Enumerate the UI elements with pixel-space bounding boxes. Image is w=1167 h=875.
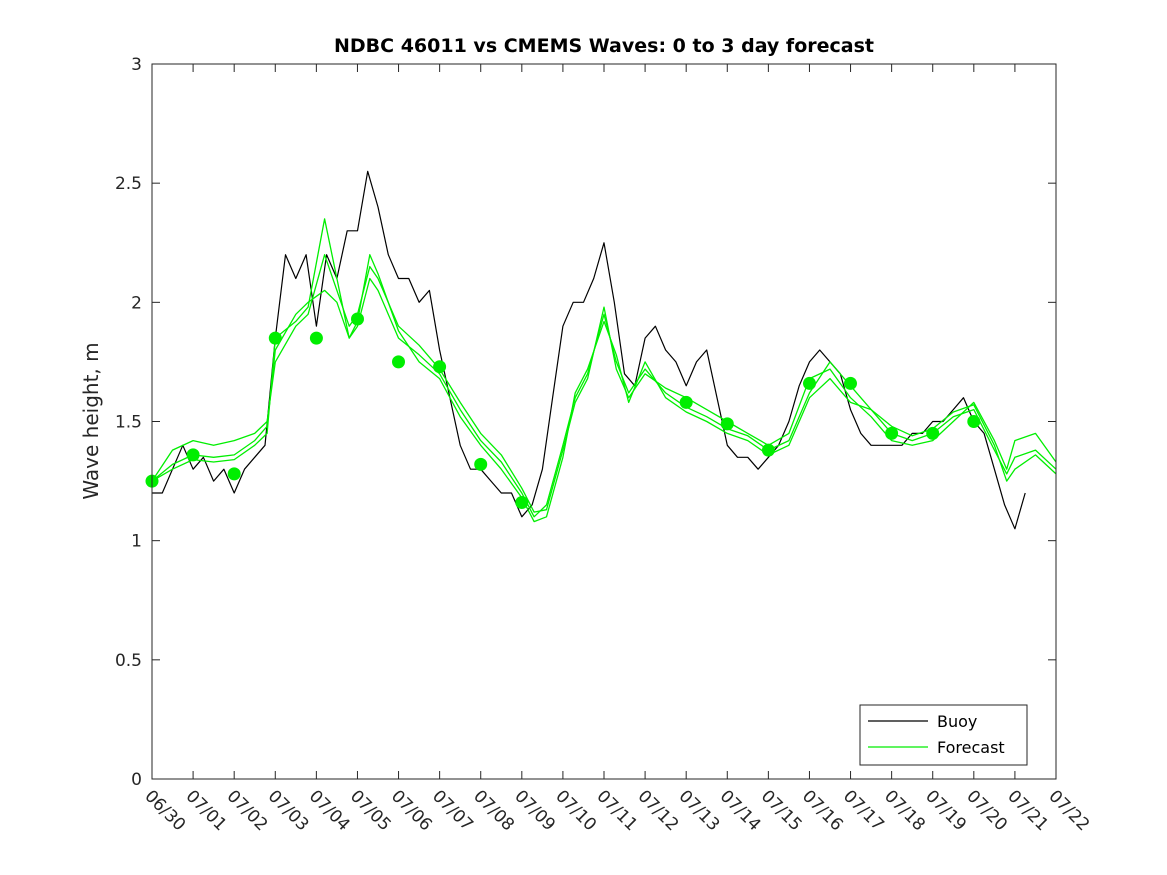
- chart-title: NDBC 46011 vs CMEMS Waves: 0 to 3 day fo…: [334, 35, 874, 57]
- x-tick-label: 07/14: [716, 786, 765, 835]
- legend-label-forecast: Forecast: [937, 738, 1005, 757]
- forecast-marker: [761, 443, 775, 457]
- forecast-marker: [392, 355, 405, 369]
- forecast-marker: [433, 360, 447, 374]
- forecast-marker: [186, 448, 200, 462]
- y-tick-label: 1.5: [115, 413, 142, 433]
- x-tick-label: 07/16: [798, 786, 847, 835]
- x-tick-label: 07/05: [346, 786, 395, 835]
- forecast-marker: [351, 312, 364, 326]
- y-axis-label: Wave height, m: [79, 342, 103, 499]
- forecast-marker: [720, 417, 734, 431]
- x-tick-label: 07/08: [469, 786, 518, 835]
- x-tick-label: 07/17: [839, 786, 888, 835]
- series-layer: [151, 170, 1057, 530]
- forecast-marker: [474, 457, 488, 471]
- forecast-marker: [679, 395, 693, 409]
- forecast-marker: [515, 496, 529, 509]
- series-line-forecast-run-3: [151, 218, 1057, 523]
- y-tick-label: 2.5: [115, 174, 142, 194]
- forecast-marker: [803, 376, 816, 390]
- x-tick-label: 07/04: [305, 786, 354, 835]
- x-tick-label: 07/09: [510, 786, 559, 835]
- x-tick-label: 07/01: [182, 786, 231, 835]
- marker-layer: [145, 312, 981, 509]
- forecast-marker: [926, 426, 940, 440]
- x-tick-label: 07/20: [962, 786, 1011, 835]
- y-tick-label: 0: [131, 770, 142, 790]
- x-tick-label: 07/10: [551, 786, 600, 835]
- x-tick-label: 07/22: [1044, 786, 1093, 835]
- series-line-forecast-run-2: [151, 254, 1057, 513]
- x-tick-label: 07/18: [880, 786, 929, 835]
- x-tick-label: 07/03: [264, 786, 313, 835]
- x-tick-label: 06/30: [140, 786, 189, 835]
- axes: [151, 63, 1057, 780]
- series-line-buoy: [152, 170, 1026, 530]
- y-tick-label: 1: [131, 532, 142, 552]
- forecast-marker: [967, 415, 981, 428]
- y-tick-label: 3: [131, 55, 142, 75]
- y-tick-label: 0.5: [115, 651, 142, 671]
- forecast-marker: [885, 426, 899, 440]
- series-line-forecast: [151, 277, 1057, 518]
- x-tick-label: 07/15: [757, 786, 806, 835]
- forecast-marker: [844, 376, 857, 390]
- legend-box: [859, 704, 1028, 766]
- x-tick-label: 07/19: [921, 786, 970, 835]
- legend: Buoy Forecast: [859, 704, 1028, 766]
- x-tick-label: 07/07: [428, 786, 477, 835]
- x-tick-label: 07/06: [387, 786, 436, 835]
- forecast-marker: [227, 467, 241, 481]
- x-tick-label: 07/11: [592, 786, 641, 835]
- forecast-marker: [268, 331, 282, 345]
- x-tick-label: 07/12: [634, 786, 683, 835]
- y-tick-label: 2: [131, 293, 142, 313]
- plot-area: [152, 64, 1056, 779]
- forecast-marker: [309, 331, 323, 345]
- x-tick-label: 07/21: [1003, 786, 1052, 835]
- x-tick-label: 07/02: [223, 786, 272, 835]
- x-tick-label: 07/13: [675, 786, 724, 835]
- legend-label-buoy: Buoy: [937, 712, 977, 731]
